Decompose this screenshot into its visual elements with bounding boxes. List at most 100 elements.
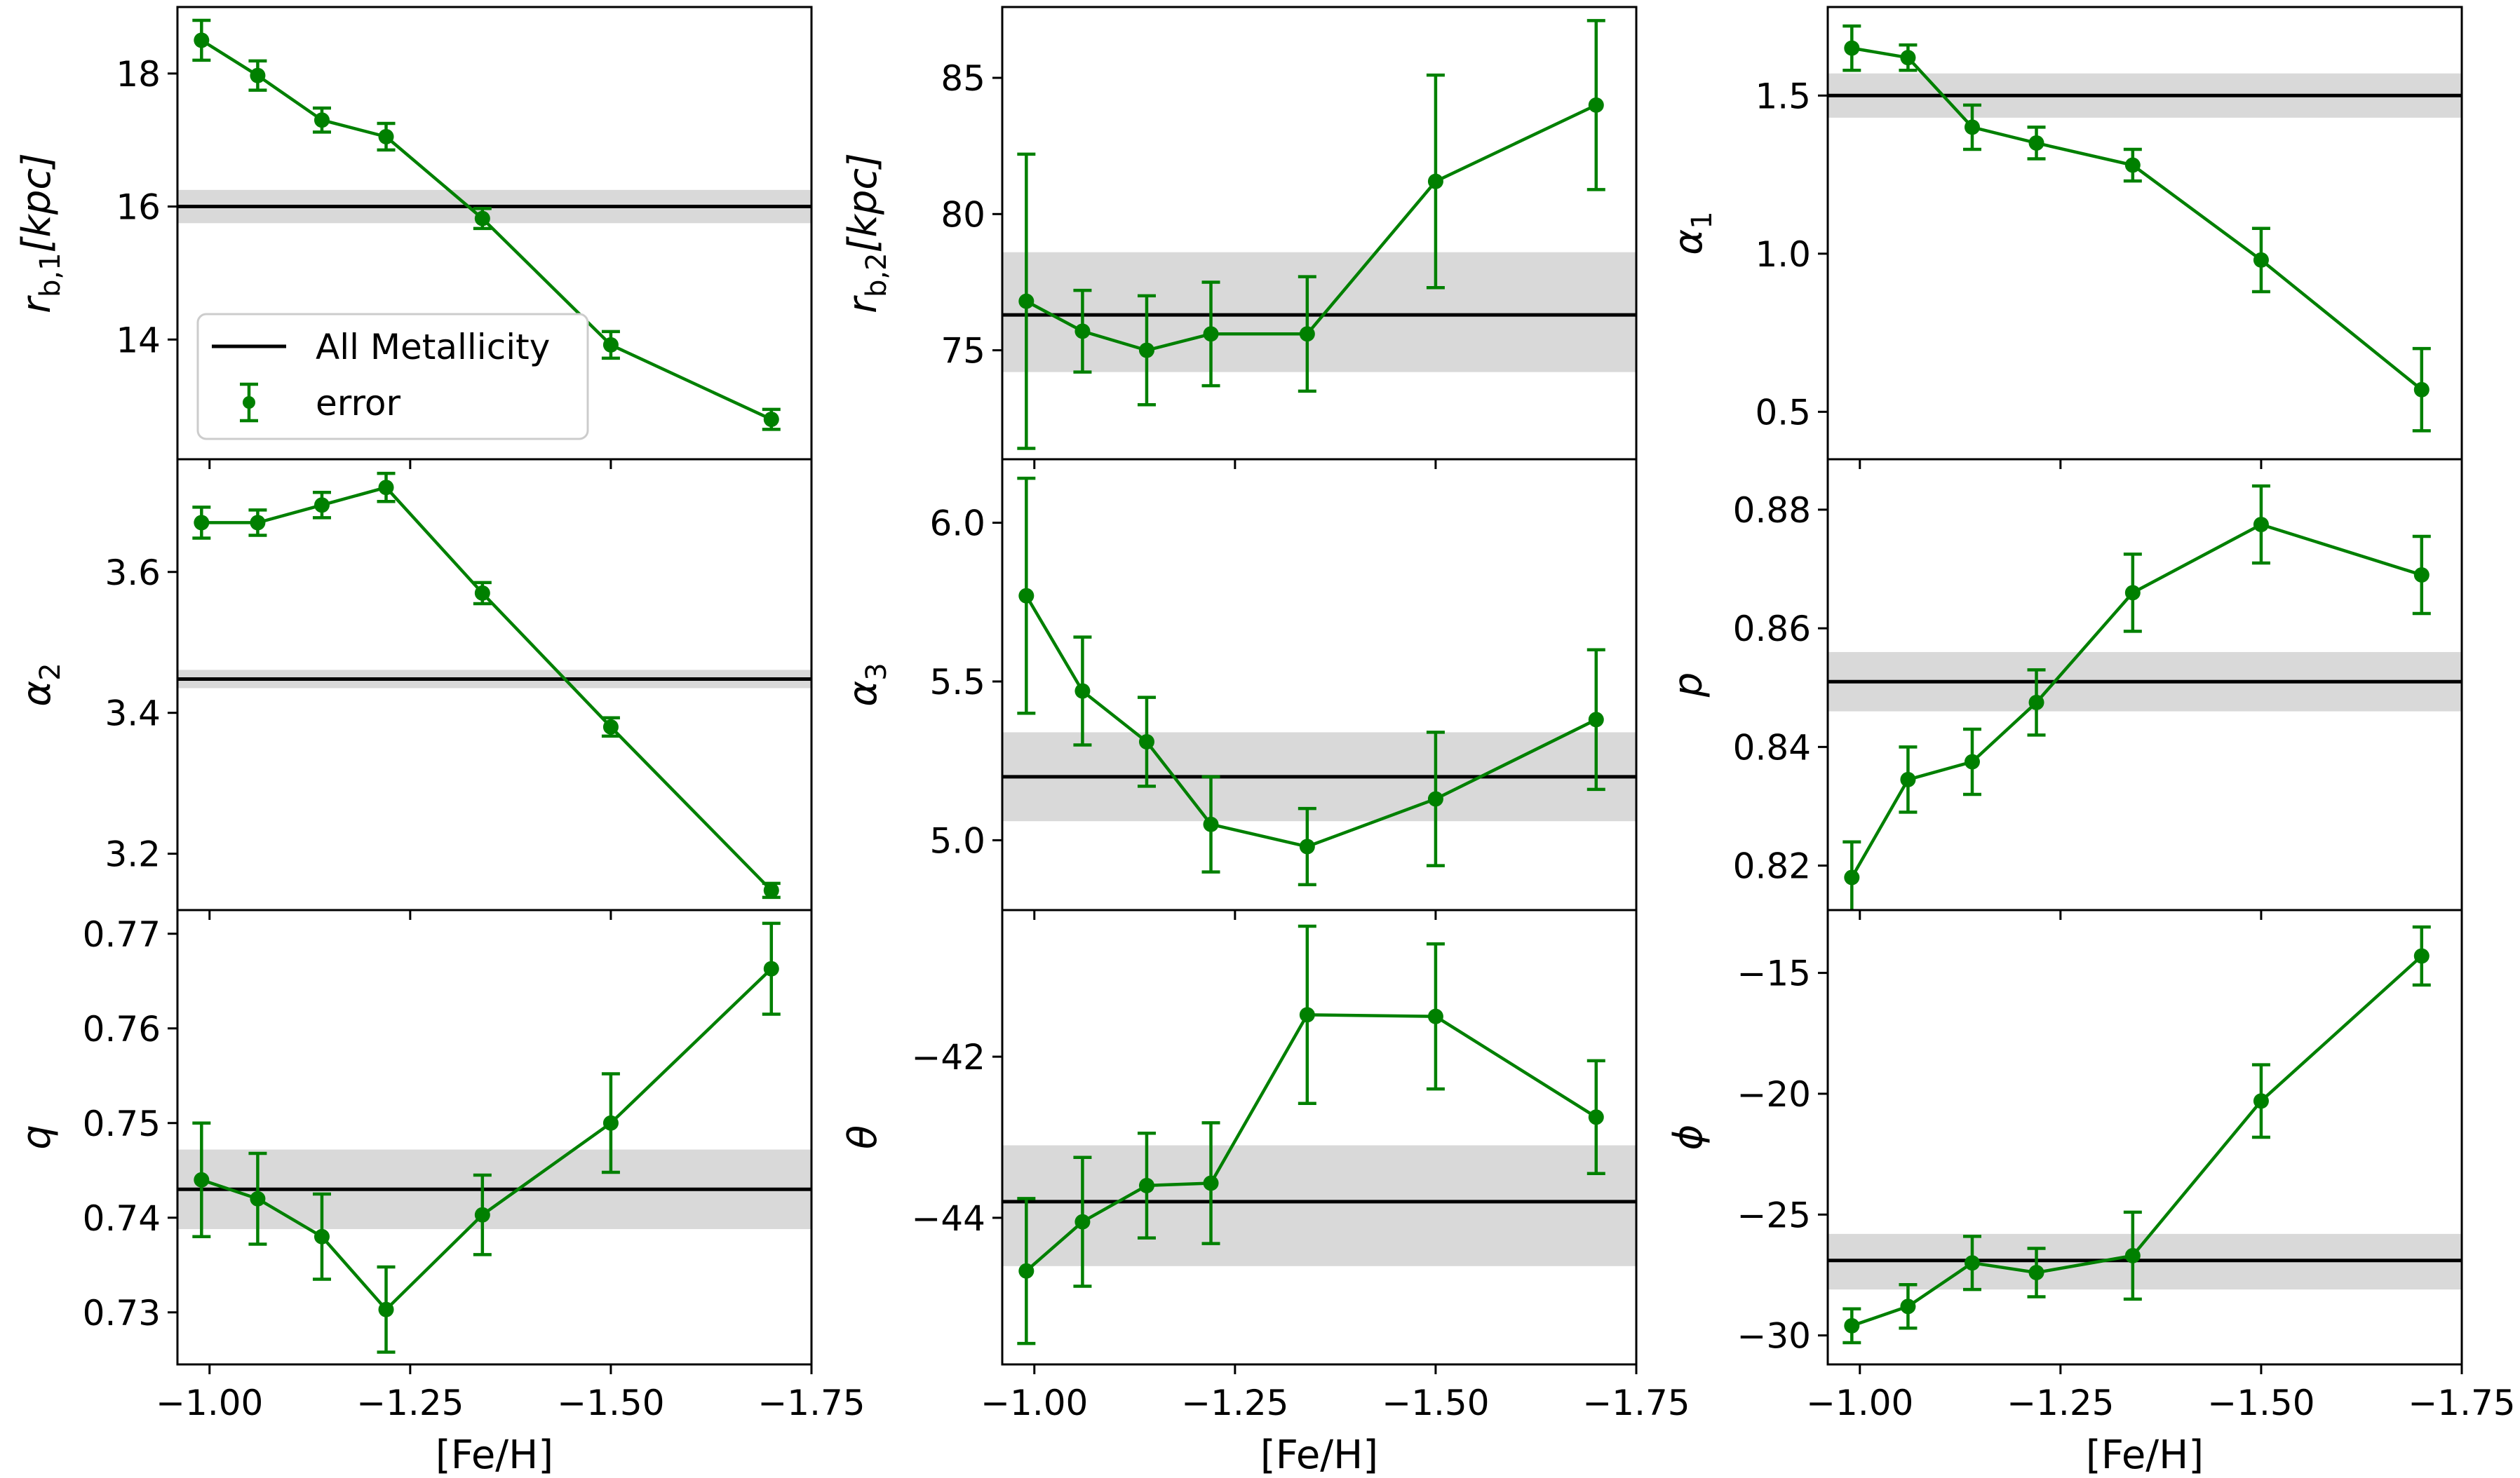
axes-frame xyxy=(176,909,813,1366)
data-point xyxy=(1203,326,1219,342)
x-tick-label: −1.25 xyxy=(356,1383,464,1423)
y-tick-label: 5.5 xyxy=(929,662,985,703)
data-point xyxy=(1203,1175,1219,1191)
data-point xyxy=(1844,869,1860,886)
y-axis-label: α2 xyxy=(14,663,67,706)
data-point xyxy=(1900,50,1916,66)
y-tick-label: 0.88 xyxy=(1733,490,1811,531)
reference-band xyxy=(1002,252,1636,372)
y-axis-label-subscript: b,1 xyxy=(34,252,67,297)
legend-label: All Metallicity xyxy=(316,327,550,367)
data-point xyxy=(194,515,210,531)
plot-area xyxy=(1828,24,2462,433)
y-axis-label: θ xyxy=(840,1125,886,1149)
data-point xyxy=(2413,567,2430,583)
data-point xyxy=(1138,734,1154,750)
y-tick-label: 3.2 xyxy=(105,834,161,875)
series-line xyxy=(201,485,773,892)
panel-3: 0.5 1.0 1.5 α1 xyxy=(1666,6,2463,469)
data-point xyxy=(1844,40,1860,56)
data-point xyxy=(2253,517,2269,533)
y-tick-label: 75 xyxy=(941,331,985,372)
data-point xyxy=(602,1115,619,1131)
data-point xyxy=(763,961,779,977)
data-point xyxy=(2124,585,2141,601)
data-point xyxy=(1299,326,1315,342)
legend: All Metallicity error xyxy=(196,313,589,440)
axes-frame xyxy=(1001,6,1638,461)
y-tick-label: 85 xyxy=(941,58,985,99)
data-point xyxy=(1299,839,1315,855)
y-tick-label: 80 xyxy=(941,194,985,235)
data-point xyxy=(1138,1177,1154,1193)
x-tick-label: −1.25 xyxy=(2007,1383,2114,1423)
y-tick-label: −15 xyxy=(1737,954,1811,994)
data-point xyxy=(1427,173,1443,189)
y-tick-label: −44 xyxy=(911,1198,985,1239)
data-point xyxy=(2253,252,2269,268)
reference-band xyxy=(1002,1145,1636,1266)
y-tick-label: 0.76 xyxy=(83,1009,161,1050)
y-tick-label: 0.73 xyxy=(83,1293,161,1334)
y-axis-label: q xyxy=(14,1125,60,1150)
y-axis-label-main: θ xyxy=(840,1125,886,1149)
y-axis-label: rb,2[kpc] xyxy=(840,153,893,313)
y-tick-label: 18 xyxy=(116,54,161,95)
data-point xyxy=(1018,588,1035,604)
y-tick-label: −20 xyxy=(1737,1074,1811,1115)
y-axis-label-main: r xyxy=(840,295,886,313)
y-axis-label-unit: [kpc] xyxy=(14,153,60,252)
y-tick-label: 3.6 xyxy=(105,552,161,593)
plot-area xyxy=(1002,476,1636,887)
data-point xyxy=(602,337,619,353)
plot-area xyxy=(1828,484,2462,910)
data-point xyxy=(474,1207,490,1223)
y-tick-label: 16 xyxy=(116,187,161,228)
legend-label: error xyxy=(316,383,400,423)
x-tick-label: −1.50 xyxy=(1382,1383,1489,1423)
data-point xyxy=(1427,1008,1443,1024)
y-tick-label: 3.4 xyxy=(105,693,161,734)
data-point xyxy=(1427,791,1443,807)
data-point xyxy=(474,585,490,601)
data-point xyxy=(1588,712,1604,728)
x-tick-label: −1.75 xyxy=(1582,1383,1690,1423)
plot-area xyxy=(177,921,811,1354)
data-point xyxy=(602,719,619,735)
data-point xyxy=(1900,1299,1916,1315)
data-point xyxy=(314,112,330,128)
data-point xyxy=(194,32,210,48)
data-point xyxy=(1964,119,1980,135)
data-point xyxy=(1074,1214,1091,1230)
y-axis-label-main: α xyxy=(840,681,886,707)
data-point xyxy=(1588,97,1604,113)
y-tick-label: 0.5 xyxy=(1755,392,1811,433)
y-tick-label: 0.74 xyxy=(83,1198,161,1239)
data-point xyxy=(314,1228,330,1245)
data-point xyxy=(1964,1255,1980,1271)
y-axis-label: α1 xyxy=(1666,211,1718,255)
panel-4: 3.2 3.4 3.6 α2 xyxy=(14,458,813,920)
y-axis-label-main: α xyxy=(14,681,60,707)
data-point xyxy=(2028,694,2044,710)
plot-area xyxy=(1828,925,2462,1345)
data-point xyxy=(1203,816,1219,832)
panel-5: 5.0 5.5 6.0 α3 xyxy=(840,458,1638,920)
x-axis-label: [Fe/H] xyxy=(436,1432,553,1478)
panel-6: 0.82 0.84 0.86 0.88 p xyxy=(1666,458,2463,920)
data-point xyxy=(250,1191,266,1207)
legend-frame xyxy=(196,313,589,440)
y-axis-label-main: p xyxy=(1666,672,1711,698)
y-tick-label: 0.75 xyxy=(83,1104,161,1144)
y-axis-label-subscript: 1 xyxy=(1686,211,1718,229)
data-point xyxy=(1074,683,1091,699)
panel-2: 75 80 85 rb,2[kpc] xyxy=(840,6,1638,469)
legend-marker xyxy=(243,396,255,409)
y-tick-label: 0.86 xyxy=(1733,609,1811,649)
panel-7: 0.73 0.74 0.75 0.76 0.77 −1.00 −1.25 −1.50 −1.75… xyxy=(14,909,865,1478)
y-tick-label: 1.5 xyxy=(1755,76,1811,116)
y-tick-label: −30 xyxy=(1737,1316,1811,1357)
plot-area xyxy=(177,18,811,431)
y-axis-label-subscript: 3 xyxy=(861,663,893,680)
